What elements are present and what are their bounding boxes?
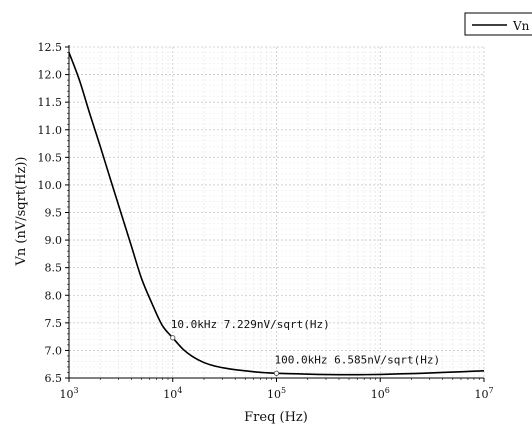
y-tick-label: 7.5 (45, 317, 63, 330)
y-axis-label: Vn (nV/sqrt(Hz)) (14, 157, 29, 267)
y-tick-label: 11.0 (38, 124, 63, 137)
y-tick-label: 8.0 (45, 289, 63, 302)
y-tick-label: 12.0 (38, 69, 63, 82)
x-axis-label: Freq (Hz) (244, 410, 308, 425)
y-tick-label: 6.5 (45, 372, 63, 385)
y-tick-label: 11.5 (38, 96, 63, 109)
y-tick-label: 10.0 (38, 179, 63, 192)
x-tick-label: 104 (163, 386, 182, 401)
annotation-marker (170, 335, 176, 341)
x-ticks: 103 104 105 106 107 (59, 378, 494, 401)
annotations: 10.0kHz 7.229nV/sqrt(Hz) 100.0kHz 6.585nV… (170, 318, 441, 376)
y-tick-label: 9.0 (45, 234, 63, 247)
x-tick-label: 103 (59, 386, 78, 401)
legend-label: Vn (512, 19, 530, 33)
y-tick-label: 10.5 (38, 151, 63, 164)
x-tick-label: 107 (474, 386, 493, 401)
x-tick-label: 105 (267, 386, 286, 401)
legend: Vn (464, 12, 532, 36)
annotation-label: 10.0kHz 7.229nV/sqrt(Hz) (171, 318, 330, 331)
y-ticks: 6.5 7.0 7.5 8.0 8.5 9.0 9.5 10.0 10.5 11.0 11.5 12.… (38, 41, 69, 385)
series-group (68, 52, 485, 376)
y-tick-label: 7.0 (45, 344, 63, 357)
x-tick-label: 106 (371, 386, 390, 401)
legend-box (464, 12, 532, 36)
y-tick-label: 9.5 (45, 207, 63, 220)
annotation-label: 100.0kHz 6.585nV/sqrt(Hz) (275, 353, 441, 366)
annotation-marker (273, 370, 280, 376)
series-line-vn (68, 52, 485, 376)
y-tick-label: 8.5 (45, 262, 63, 275)
y-tick-label: 12.5 (38, 41, 63, 54)
